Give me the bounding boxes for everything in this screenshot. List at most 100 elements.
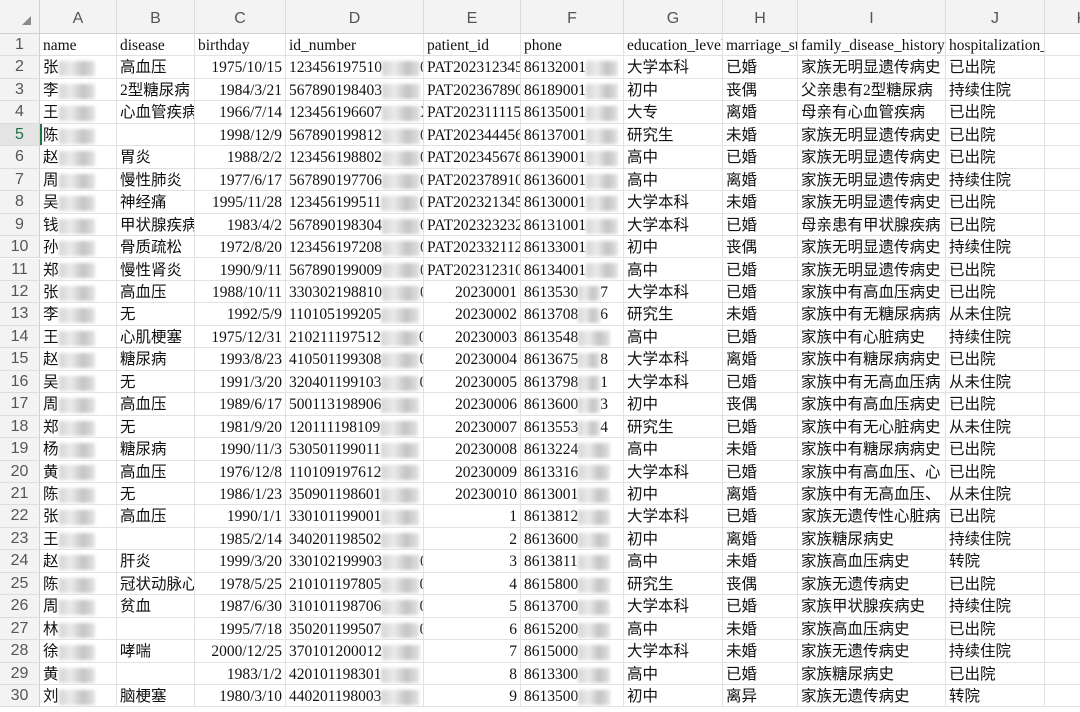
row-header-10[interactable]: 10 — [0, 236, 40, 259]
row-header-25[interactable]: 25 — [0, 572, 40, 596]
cell-family-history[interactable]: 家族无明显遗传病史 — [798, 146, 946, 169]
cell-hospitalization[interactable]: 已出院 — [946, 460, 1045, 483]
cell-phone[interactable]: 8615200 — [521, 617, 624, 641]
cell-birthday[interactable]: 1972/8/20 — [195, 236, 286, 259]
cell-hospitalization[interactable]: 已出院 — [946, 280, 1045, 304]
cell-patient-id[interactable]: 20230007 — [424, 415, 521, 439]
cell-family-history[interactable]: 家族中有无高血压病 — [798, 370, 946, 394]
cell-patient-id[interactable]: 20230005 — [424, 370, 521, 394]
column-header-J[interactable]: J — [946, 0, 1045, 34]
cell-marriage[interactable]: 未婚 — [723, 303, 798, 326]
row-header-7[interactable]: 7 — [0, 168, 40, 192]
cell-hospitalization[interactable]: 持续住院 — [946, 78, 1045, 102]
cell-phone[interactable]: 8613316 — [521, 460, 624, 483]
row-header-18[interactable]: 18 — [0, 415, 40, 439]
header-cell-H[interactable]: marriage_status — [723, 34, 798, 57]
cell-id-number[interactable]: 567890197706 0 — [286, 168, 424, 192]
row-header-28[interactable]: 28 — [0, 640, 40, 663]
cell-disease[interactable]: 慢性肾炎 — [117, 258, 195, 281]
cell-marriage[interactable]: 已婚 — [723, 325, 798, 349]
cell-disease[interactable]: 冠状动脉心 — [117, 572, 195, 596]
cell-birthday[interactable]: 1993/8/23 — [195, 348, 286, 371]
cell-birthday[interactable]: 1966/7/14 — [195, 101, 286, 124]
cell-id-number[interactable]: 120111198109 — [286, 415, 424, 439]
cell-family-history[interactable]: 家族中有无心脏病史 — [798, 415, 946, 439]
cell-hospitalization[interactable]: 已出院 — [946, 572, 1045, 596]
cell-marriage[interactable]: 已婚 — [723, 146, 798, 169]
cell-family-history[interactable]: 家族中有高血压、心 — [798, 460, 946, 483]
cell-marriage[interactable]: 离婚 — [723, 168, 798, 192]
cell-patient-id[interactable]: PAT202332112 — [424, 236, 521, 259]
cell-patient-id[interactable]: 3 — [424, 550, 521, 573]
cell-disease[interactable]: 高血压 — [117, 56, 195, 79]
row-header-4[interactable]: 4 — [0, 101, 40, 124]
cell-phone[interactable]: 86132001 — [521, 56, 624, 79]
cell-id-number[interactable]: 310101198706 0 — [286, 595, 424, 618]
cell-patient-id[interactable]: 2 — [424, 527, 521, 551]
cell-name[interactable]: 张 — [40, 56, 117, 79]
cell-empty[interactable] — [1045, 303, 1080, 326]
header-cell-B[interactable]: disease — [117, 34, 195, 57]
cell-hospitalization[interactable]: 已出院 — [946, 101, 1045, 124]
cell-marriage[interactable]: 已婚 — [723, 258, 798, 281]
cell-name[interactable]: 林 — [40, 617, 117, 641]
cell-name[interactable]: 吴 — [40, 370, 117, 394]
row-header-30[interactable]: 30 — [0, 685, 40, 708]
header-cell-A[interactable]: name — [40, 34, 117, 57]
cell-birthday[interactable]: 1995/11/28 — [195, 191, 286, 214]
cell-family-history[interactable]: 家族糖尿病史 — [798, 527, 946, 551]
cell-empty[interactable] — [1045, 483, 1080, 506]
cell-hospitalization[interactable]: 已出院 — [946, 146, 1045, 169]
cell-name[interactable]: 王 — [40, 325, 117, 349]
row-header-11[interactable]: 11 — [0, 258, 40, 281]
column-header-C[interactable]: C — [195, 0, 286, 34]
cell-disease[interactable]: 甲状腺疾病 — [117, 213, 195, 237]
column-header-A[interactable]: A — [40, 0, 117, 34]
cell-marriage[interactable]: 未婚 — [723, 640, 798, 663]
cell-empty[interactable] — [1045, 505, 1080, 528]
cell-patient-id[interactable]: 20230008 — [424, 438, 521, 461]
cell-name[interactable]: 郑 — [40, 415, 117, 439]
cell-hospitalization[interactable]: 持续住院 — [946, 325, 1045, 349]
cell-disease[interactable] — [117, 123, 195, 147]
cell-phone[interactable]: 8613700 — [521, 595, 624, 618]
cell-patient-id[interactable]: 20230006 — [424, 393, 521, 416]
cell-birthday[interactable]: 1975/12/31 — [195, 325, 286, 349]
cell-id-number[interactable]: 567890198403 — [286, 78, 424, 102]
cell-marriage[interactable]: 离异 — [723, 685, 798, 708]
cell-hospitalization[interactable]: 从未住院 — [946, 415, 1045, 439]
cell-family-history[interactable]: 家族中有糖尿病病史 — [798, 348, 946, 371]
cell-disease[interactable]: 心血管疾病 — [117, 101, 195, 124]
row-header-16[interactable]: 16 — [0, 370, 40, 394]
cell-patient-id[interactable]: 1 — [424, 505, 521, 528]
cell-empty[interactable] — [1045, 79, 1080, 102]
cell-name[interactable]: 黄 — [40, 460, 117, 483]
cell-patient-id[interactable]: PAT202323232 — [424, 213, 521, 237]
column-header-K[interactable]: K — [1045, 0, 1080, 34]
cell-name[interactable]: 陈 — [40, 572, 117, 596]
cell-disease[interactable]: 高血压 — [117, 393, 195, 416]
cell-family-history[interactable]: 家族中有无糖尿病病 — [798, 303, 946, 326]
cell-hospitalization[interactable]: 已出院 — [946, 505, 1045, 528]
cell-patient-id[interactable]: 5 — [424, 595, 521, 618]
cell-hospitalization[interactable]: 持续住院 — [946, 236, 1045, 259]
row-header-26[interactable]: 26 — [0, 595, 40, 618]
cell-hospitalization[interactable]: 已出院 — [946, 617, 1045, 641]
cell-patient-id[interactable]: PAT202321345 — [424, 191, 521, 214]
cell-empty[interactable] — [1045, 124, 1080, 147]
cell-disease[interactable]: 无 — [117, 415, 195, 439]
cell-empty[interactable] — [1045, 640, 1080, 663]
cell-birthday[interactable]: 1977/6/17 — [195, 168, 286, 192]
cell-education[interactable]: 初中 — [624, 393, 723, 416]
cell-empty[interactable] — [1045, 461, 1080, 483]
row-header-29[interactable]: 29 — [0, 662, 40, 686]
row-header-5[interactable]: 5 — [0, 123, 40, 147]
row-header-15[interactable]: 15 — [0, 348, 40, 371]
cell-disease[interactable]: 无 — [117, 483, 195, 506]
cell-empty[interactable] — [1045, 214, 1080, 237]
header-cell-D[interactable]: id_number — [286, 34, 424, 57]
cell-phone[interactable]: 8613548 — [521, 325, 624, 349]
cell-disease[interactable]: 哮喘 — [117, 640, 195, 663]
cell-birthday[interactable]: 1999/3/20 — [195, 550, 286, 573]
